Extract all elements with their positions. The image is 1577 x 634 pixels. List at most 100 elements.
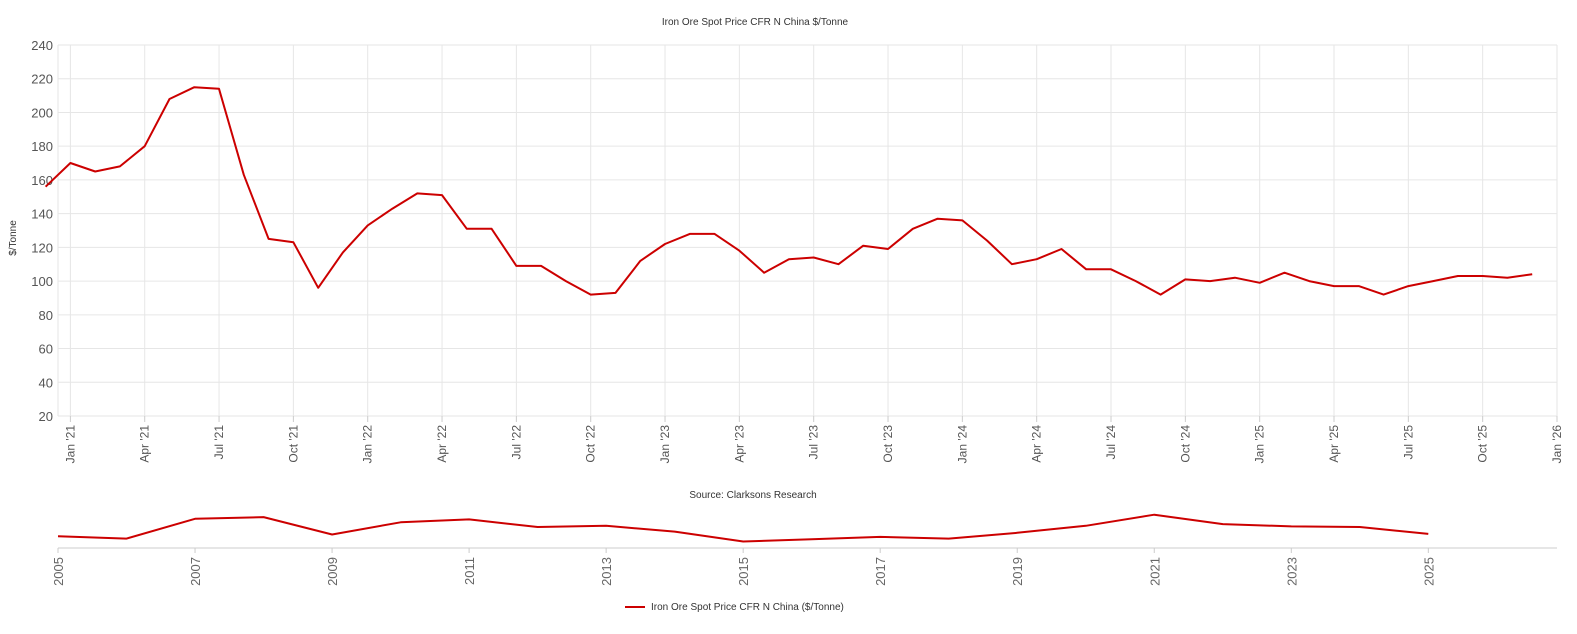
data-point[interactable]	[664, 243, 666, 245]
chart-title: Iron Ore Spot Price CFR N China $/Tonne	[662, 17, 849, 28]
data-point[interactable]	[738, 250, 740, 252]
data-point[interactable]	[218, 88, 220, 90]
legend[interactable]: Iron Ore Spot Price CFR N China ($/Tonne…	[625, 602, 844, 613]
plot-grid	[57, 44, 1558, 417]
data-point[interactable]	[689, 233, 691, 235]
data-point[interactable]	[1258, 282, 1260, 284]
range-navigator[interactable]: 2005 2007 2009 2011 2013 2015 2017 2019 2021 2023…	[51, 513, 1557, 586]
data-point[interactable]	[1481, 275, 1483, 277]
data-point[interactable]	[515, 265, 517, 267]
x-axis-ticks: Jan '21 Apr '21 Jul '21 Oct '21 Jan '22 Apr '…	[63, 416, 1564, 463]
data-point[interactable]	[1184, 278, 1186, 280]
data-point[interactable]	[1407, 285, 1409, 287]
navigator-tick-label: 2023	[1284, 557, 1299, 586]
data-point[interactable]	[342, 251, 344, 253]
x-tick-label: Oct '21	[286, 425, 300, 463]
x-tick-label: Oct '23	[881, 425, 895, 463]
navigator-tick-label: 2005	[51, 557, 66, 586]
x-tick-label: Jul '22	[509, 425, 523, 460]
data-point[interactable]	[961, 219, 963, 221]
data-point[interactable]	[614, 292, 616, 294]
data-point[interactable]	[862, 244, 864, 246]
data-point[interactable]	[837, 263, 839, 265]
data-point[interactable]	[1209, 280, 1211, 282]
x-tick-label: Apr '21	[138, 425, 152, 463]
data-point[interactable]	[193, 86, 195, 88]
x-tick-label: Jan '21	[63, 425, 77, 464]
data-point[interactable]	[1011, 263, 1013, 265]
data-point[interactable]	[639, 260, 641, 262]
x-tick-label: Oct '22	[584, 425, 598, 463]
x-tick-label: Jan '26	[1550, 425, 1564, 464]
navigator-tick-label: 2017	[873, 557, 888, 586]
y-tick-label: 180	[31, 139, 53, 154]
data-point[interactable]	[1531, 273, 1533, 275]
x-tick-label: Jul '21	[212, 425, 226, 460]
data-point[interactable]	[1308, 280, 1310, 282]
data-point[interactable]	[912, 228, 914, 230]
series-line[interactable]	[44, 86, 1533, 296]
data-point[interactable]	[812, 256, 814, 258]
x-tick-label: Jan '25	[1253, 425, 1267, 464]
x-tick-label: Jul '23	[807, 425, 821, 460]
data-point[interactable]	[1432, 280, 1434, 282]
data-point[interactable]	[1358, 285, 1360, 287]
data-point[interactable]	[540, 265, 542, 267]
data-point[interactable]	[391, 207, 393, 209]
data-point[interactable]	[1085, 268, 1087, 270]
y-tick-label: 40	[39, 375, 53, 390]
data-point[interactable]	[986, 239, 988, 241]
data-point[interactable]	[490, 228, 492, 230]
data-point[interactable]	[267, 238, 269, 240]
data-point[interactable]	[119, 165, 121, 167]
data-point[interactable]	[590, 293, 592, 295]
x-tick-label: Oct '25	[1476, 425, 1490, 463]
navigator-tick-label: 2011	[462, 557, 477, 585]
data-point[interactable]	[367, 224, 369, 226]
data-point[interactable]	[1159, 293, 1161, 295]
navigator-tick-label: 2007	[188, 557, 203, 586]
data-point[interactable]	[1234, 277, 1236, 279]
data-point[interactable]	[1035, 258, 1037, 260]
x-tick-label: Jul '24	[1104, 425, 1118, 460]
data-point[interactable]	[788, 258, 790, 260]
data-point[interactable]	[1060, 248, 1062, 250]
data-point[interactable]	[1457, 275, 1459, 277]
data-point[interactable]	[466, 228, 468, 230]
data-point[interactable]	[763, 271, 765, 273]
navigator-series-line	[57, 513, 1429, 543]
data-point[interactable]	[416, 192, 418, 194]
navigator-tick-label: 2021	[1147, 557, 1162, 586]
data-point[interactable]	[292, 241, 294, 243]
legend-label: Iron Ore Spot Price CFR N China ($/Tonne…	[651, 602, 844, 613]
data-point[interactable]	[936, 217, 938, 219]
data-point[interactable]	[887, 248, 889, 250]
x-tick-label: Jul '25	[1401, 425, 1415, 460]
y-tick-label: 80	[39, 308, 53, 323]
y-tick-label: 160	[31, 173, 53, 188]
data-point[interactable]	[69, 162, 71, 164]
data-point[interactable]	[168, 98, 170, 100]
data-point[interactable]	[94, 170, 96, 172]
data-point[interactable]	[1382, 293, 1384, 295]
x-tick-label: Jan '22	[361, 425, 375, 464]
data-point[interactable]	[713, 233, 715, 235]
navigator-tick-label: 2013	[599, 557, 614, 586]
data-point[interactable]	[1135, 280, 1137, 282]
data-point[interactable]	[144, 145, 146, 147]
data-point[interactable]	[317, 287, 319, 289]
data-point[interactable]	[1110, 268, 1112, 270]
data-point[interactable]	[1506, 277, 1508, 279]
data-point[interactable]	[565, 280, 567, 282]
x-tick-label: Apr '24	[1030, 425, 1044, 463]
data-point[interactable]	[441, 194, 443, 196]
data-point[interactable]	[1283, 271, 1285, 273]
y-tick-label: 60	[39, 342, 53, 357]
x-tick-label: Apr '22	[435, 425, 449, 463]
data-point[interactable]	[1333, 285, 1335, 287]
data-point[interactable]	[44, 185, 46, 187]
navigator-tick-label: 2025	[1421, 557, 1436, 586]
data-point[interactable]	[243, 174, 245, 176]
y-tick-label: 140	[31, 207, 53, 222]
